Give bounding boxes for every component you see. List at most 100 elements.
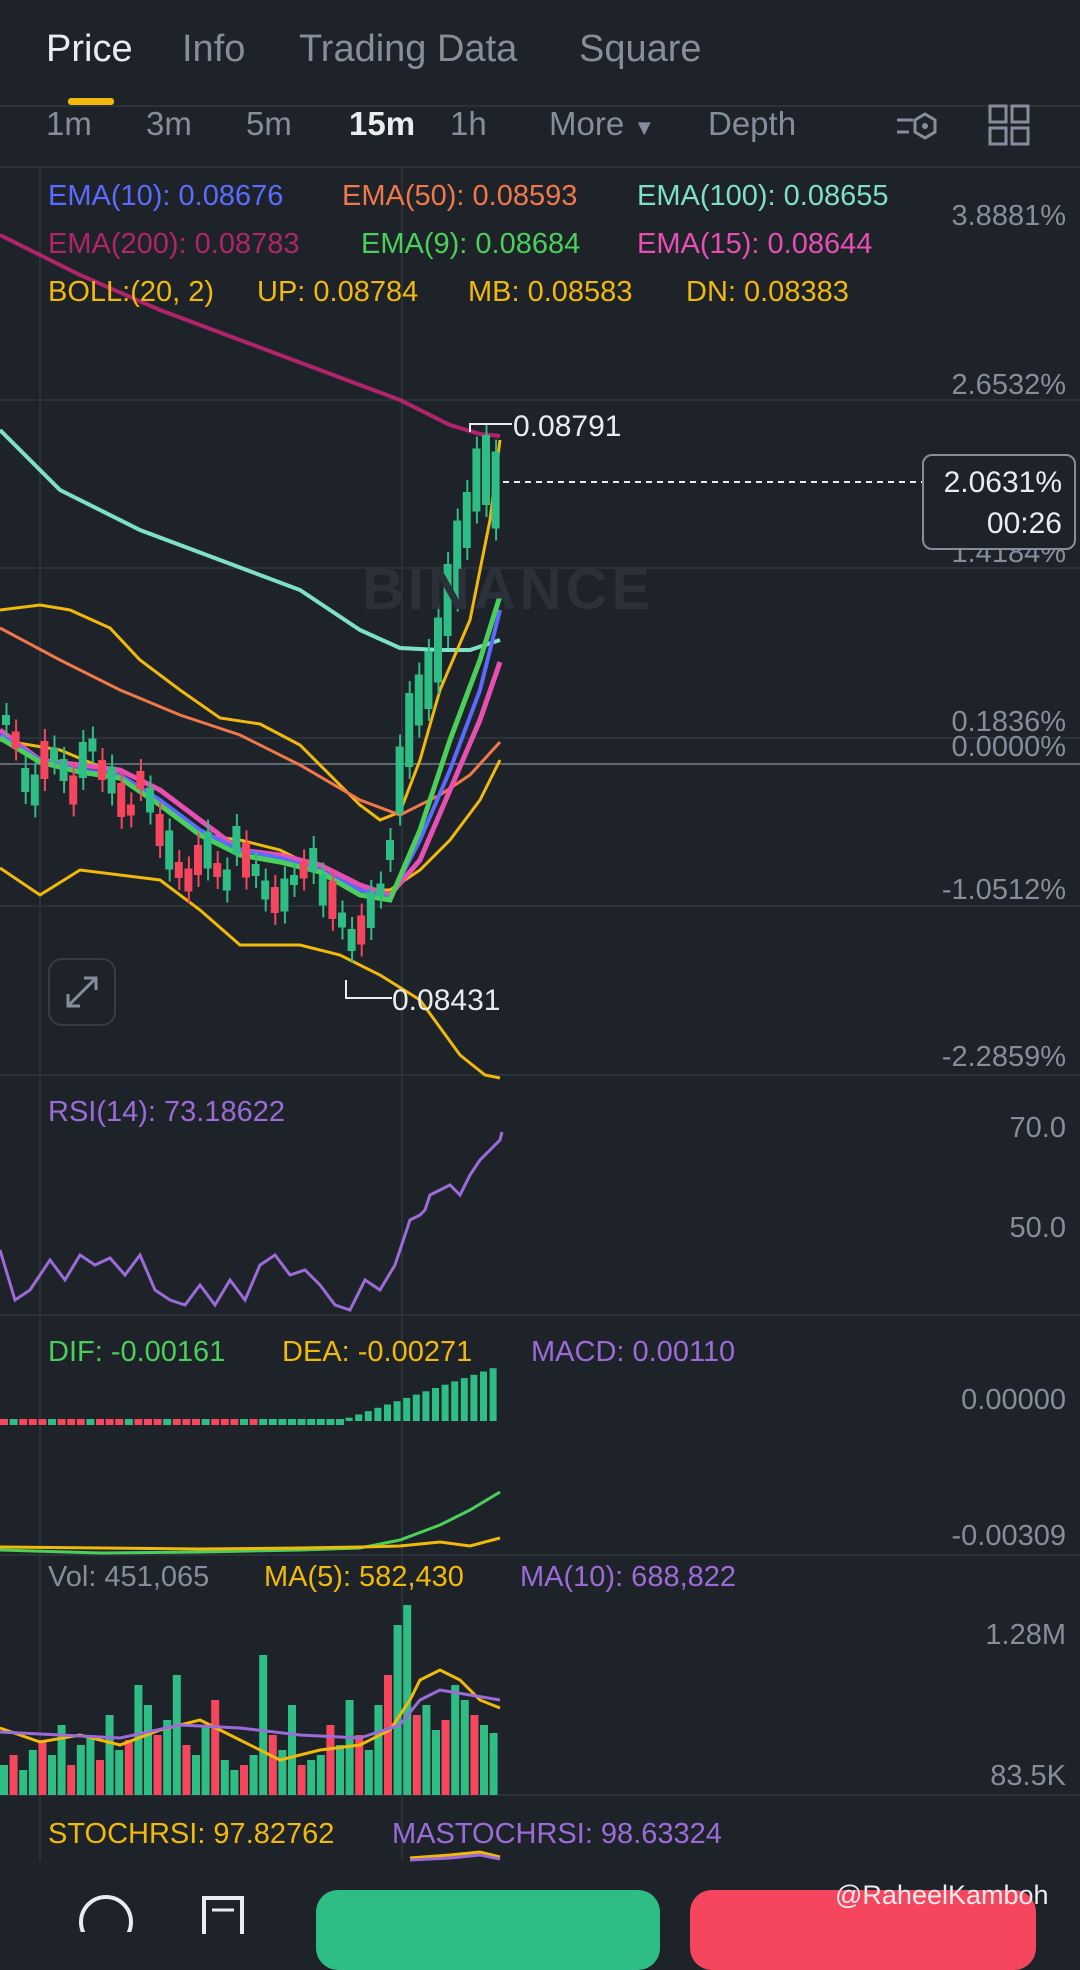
candle xyxy=(50,747,58,763)
active-tab-indicator xyxy=(68,98,114,105)
volume-axis-label: 83.5K xyxy=(990,1760,1066,1792)
volume-bar xyxy=(182,1745,191,1795)
macd-bar xyxy=(144,1419,152,1425)
chat-icon[interactable] xyxy=(76,1892,136,1932)
macd-bar xyxy=(441,1384,449,1421)
ema100-line xyxy=(0,428,501,652)
volume-bar xyxy=(268,1735,277,1795)
rsi-line xyxy=(0,1131,504,1312)
ema15-legend: EMA(15): 0.08644 xyxy=(637,228,873,260)
tab-square[interactable]: Square xyxy=(579,28,702,70)
macd-bar xyxy=(0,1419,8,1425)
volume-bar xyxy=(422,1705,431,1795)
volume-bar xyxy=(336,1745,344,1795)
volume-bar xyxy=(412,1715,421,1795)
candle xyxy=(280,878,289,912)
volume-bar xyxy=(230,1770,239,1795)
macd-bar xyxy=(316,1419,325,1425)
chevron-down-icon: ▼ xyxy=(633,115,656,140)
rsi-axis-label: 50.0 xyxy=(1009,1212,1066,1244)
candle xyxy=(21,768,30,792)
interval-15m[interactable]: 15m xyxy=(349,105,416,142)
volume-bar xyxy=(201,1725,210,1795)
buy-button[interactable] xyxy=(316,1890,660,1970)
candle xyxy=(424,651,433,709)
volume-bar xyxy=(153,1735,162,1795)
macd-bar xyxy=(220,1419,229,1425)
candle xyxy=(136,771,145,789)
tab-price[interactable]: Price xyxy=(46,28,133,70)
candle xyxy=(117,783,126,817)
macd-bar xyxy=(48,1419,56,1425)
volume-bar xyxy=(76,1745,85,1795)
macd-dif-legend: DIF: -0.00161 xyxy=(48,1336,226,1368)
depth-tab[interactable]: Depth xyxy=(708,105,797,142)
high-price-label: 0.08791 xyxy=(513,410,622,443)
price-axis-label: -1.0512% xyxy=(941,874,1066,906)
mastochrsi-legend: MASTOCHRSI: 98.63324 xyxy=(392,1818,722,1850)
volume-bar xyxy=(172,1675,181,1795)
macd-bar xyxy=(336,1419,344,1425)
volume-bar xyxy=(393,1625,402,1795)
volume-bar xyxy=(86,1735,95,1795)
macd-bar xyxy=(163,1419,172,1425)
candle xyxy=(232,826,241,854)
macd-bar xyxy=(489,1368,497,1421)
fullscreen-button[interactable] xyxy=(48,958,116,1026)
candle xyxy=(338,912,346,928)
tab-trading-data[interactable]: Trading Data xyxy=(299,28,518,70)
candle xyxy=(242,842,250,878)
orders-icon[interactable] xyxy=(200,1894,250,1934)
macd-bar xyxy=(38,1419,47,1425)
volume-bar xyxy=(480,1725,488,1795)
macd-bar xyxy=(412,1394,420,1421)
macd-bar xyxy=(192,1419,200,1425)
low-marker-line xyxy=(345,980,392,999)
macd-bar xyxy=(364,1411,372,1421)
candle xyxy=(69,775,78,805)
macd-bar xyxy=(355,1414,363,1421)
expand-icon xyxy=(66,976,98,1008)
binance-watermark: BINANCE xyxy=(362,557,655,622)
boll-legend: BOLL:(20, 2) xyxy=(48,276,215,308)
chart-settings-icon[interactable] xyxy=(895,108,941,148)
macd-axis-label: -0.00309 xyxy=(951,1520,1067,1552)
price-axis-label: -2.2859% xyxy=(941,1041,1066,1073)
macd-bar xyxy=(105,1419,114,1425)
candle xyxy=(290,875,298,885)
more-dropdown[interactable]: More ▼ xyxy=(549,105,655,143)
candle xyxy=(222,869,231,891)
interval-1m[interactable]: 1m xyxy=(46,105,92,142)
candle xyxy=(395,746,404,814)
candle xyxy=(453,520,462,600)
volume-bar xyxy=(220,1760,229,1795)
top-tabs: Price Info Trading Data Square xyxy=(0,0,1080,105)
volume-bar xyxy=(316,1755,325,1795)
ema200-legend: EMA(200): 0.08783 xyxy=(48,228,300,260)
macd-bar xyxy=(67,1419,76,1425)
macd-bar xyxy=(86,1419,95,1425)
macd-bar xyxy=(470,1374,478,1421)
candlestick-chart[interactable] xyxy=(0,0,1080,1923)
candle xyxy=(347,929,356,951)
volume-bar xyxy=(297,1765,306,1795)
layout-grid-icon[interactable] xyxy=(988,104,1032,148)
mastochrsi-line xyxy=(409,1853,501,1862)
macd-bar xyxy=(28,1419,37,1425)
macd-bar xyxy=(19,1419,28,1425)
candle xyxy=(165,830,174,870)
volume-bar xyxy=(67,1765,76,1795)
macd-bar xyxy=(307,1419,316,1425)
macd-bar xyxy=(115,1419,124,1425)
interval-1h[interactable]: 1h xyxy=(450,105,487,142)
candle xyxy=(78,742,87,778)
interval-5m[interactable]: 5m xyxy=(246,105,292,142)
candle xyxy=(328,881,337,919)
interval-3m[interactable]: 3m xyxy=(146,105,192,142)
volume-bar xyxy=(470,1715,479,1795)
ema15-line xyxy=(0,661,503,898)
macd-bar xyxy=(288,1419,296,1425)
tab-info[interactable]: Info xyxy=(182,28,246,70)
candle xyxy=(30,774,39,806)
bottom-action-bar xyxy=(0,1862,1080,1934)
